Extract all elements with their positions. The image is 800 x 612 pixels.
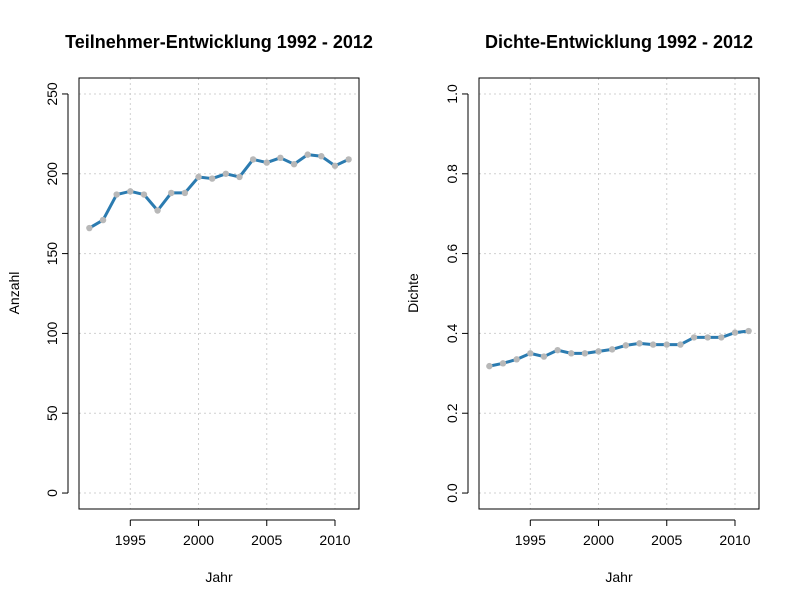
x-tick-label: 1995: [115, 532, 146, 548]
data-point: [595, 348, 602, 355]
x-tick-label: 2010: [719, 532, 750, 548]
y-axis-label: Anzahl: [6, 272, 22, 315]
x-tick-label: 2010: [319, 532, 350, 548]
data-point: [568, 350, 575, 357]
y-tick-label: 50: [44, 405, 60, 421]
data-point: [527, 350, 534, 357]
data-point: [608, 346, 616, 353]
x-tick-label: 2000: [183, 532, 214, 548]
y-tick-label: 0.6: [444, 244, 460, 264]
data-point: [222, 170, 230, 177]
x-tick-label: 1995: [515, 532, 546, 548]
y-tick-label: 0.8: [444, 164, 460, 184]
panel-dichte: Dichte-Entwicklung 1992 - 2012 Jahr Dich…: [405, 32, 760, 585]
y-tick-label: 250: [44, 82, 60, 106]
y-tick-label: 0: [44, 489, 60, 497]
data-point: [677, 341, 684, 348]
x-tick-label: 2005: [651, 532, 682, 548]
data-point: [304, 151, 311, 158]
data-point: [181, 189, 189, 197]
data-point: [195, 173, 202, 181]
data-point: [99, 216, 107, 224]
data-point: [649, 341, 657, 348]
data-point: [581, 350, 589, 357]
data-point: [622, 342, 630, 349]
data-point: [290, 161, 298, 168]
y-tick-label: 150: [44, 242, 60, 266]
data-point: [236, 173, 243, 181]
y-tick-label: 200: [44, 162, 60, 186]
data-point: [663, 341, 670, 348]
x-tick-label: 2005: [251, 532, 282, 548]
x-axis-label: Jahr: [605, 569, 633, 585]
data-point: [513, 356, 520, 363]
data-point: [486, 362, 493, 370]
data-point: [690, 334, 698, 341]
data-point: [154, 207, 161, 214]
data-point: [113, 191, 120, 198]
data-point: [318, 153, 325, 160]
data-point: [345, 156, 352, 163]
data-point: [331, 162, 339, 169]
data-point: [704, 334, 711, 341]
y-tick-label: 0.0: [444, 483, 460, 503]
y-tick-label: 100: [44, 322, 60, 346]
x-tick-label: 2000: [583, 532, 614, 548]
panel-teilnehmer: Teilnehmer-Entwicklung 1992 - 2012 Jahr …: [6, 32, 373, 585]
data-point: [277, 154, 284, 162]
data-point: [718, 334, 725, 341]
data-point: [554, 346, 561, 354]
y-axis-label: Dichte: [405, 273, 421, 313]
x-axis-label: Jahr: [205, 569, 233, 585]
data-point: [731, 329, 739, 336]
data-point: [249, 156, 257, 163]
data-point: [208, 175, 216, 182]
y-tick-label: 0.4: [444, 323, 460, 343]
data-point: [540, 353, 548, 360]
data-point: [263, 159, 270, 166]
y-tick-label: 0.2: [444, 403, 460, 423]
data-point: [745, 327, 752, 335]
data-point: [140, 191, 148, 198]
plot-frame: [78, 77, 360, 510]
chart-title: Dichte-Entwicklung 1992 - 2012: [485, 32, 753, 52]
data-point: [499, 360, 507, 367]
y-tick-label: 1.0: [444, 84, 460, 104]
data-point: [127, 188, 134, 195]
data-point: [636, 340, 643, 347]
plot-frame: [478, 77, 760, 510]
data-point: [86, 224, 93, 232]
chart-title: Teilnehmer-Entwicklung 1992 - 2012: [65, 32, 373, 52]
data-point: [168, 189, 175, 197]
